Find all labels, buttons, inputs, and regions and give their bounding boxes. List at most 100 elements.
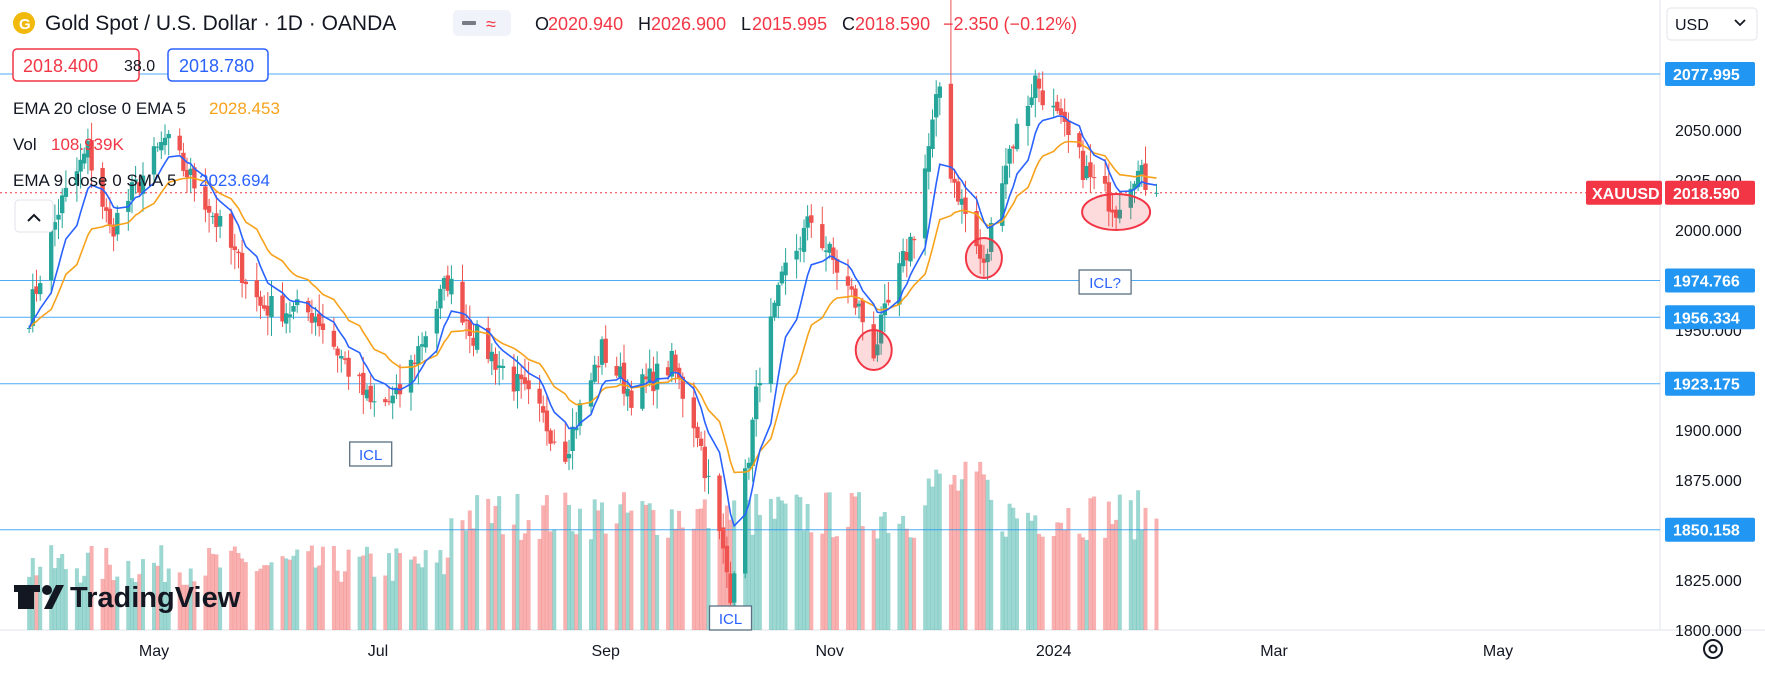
volume-bar bbox=[717, 494, 722, 630]
candle-body bbox=[82, 153, 87, 164]
candle-body bbox=[1055, 101, 1060, 111]
volume-bar bbox=[177, 572, 182, 630]
volume-bar bbox=[776, 496, 781, 630]
candle-body bbox=[577, 403, 583, 426]
candle-body bbox=[232, 246, 237, 251]
candle-body bbox=[827, 243, 832, 253]
candle-body bbox=[166, 133, 171, 139]
candle-body bbox=[724, 545, 730, 573]
volume-bar bbox=[548, 531, 553, 630]
candle-body bbox=[140, 175, 146, 194]
volume-bar bbox=[926, 478, 931, 630]
volume-bar bbox=[214, 554, 219, 630]
volume-bar bbox=[746, 499, 751, 630]
candle-body bbox=[129, 182, 135, 201]
candle-body bbox=[295, 299, 300, 306]
ema9-legend-value: 2023.694 bbox=[199, 171, 270, 190]
volume-bar bbox=[192, 581, 197, 630]
volume-bar bbox=[500, 534, 505, 630]
bid-box[interactable] bbox=[12, 48, 140, 82]
volume-bar bbox=[526, 520, 531, 630]
candle-body bbox=[544, 410, 550, 432]
volume-bar bbox=[544, 495, 549, 630]
candle-body bbox=[948, 83, 954, 179]
level-label-box bbox=[1665, 305, 1755, 330]
candle-body bbox=[262, 305, 267, 309]
settings-gear-icon[interactable] bbox=[1703, 639, 1723, 659]
volume-bar bbox=[934, 469, 939, 630]
candle-body bbox=[640, 374, 645, 409]
ema9-legend-label[interactable]: EMA 9 close 0 SMA 5 bbox=[13, 171, 176, 190]
candle-body bbox=[574, 427, 579, 431]
candle-body bbox=[1000, 183, 1005, 226]
volume-bar bbox=[163, 582, 167, 630]
candle-body bbox=[981, 258, 987, 263]
volume-bar bbox=[592, 499, 597, 630]
candle-body bbox=[702, 446, 707, 479]
candle-body bbox=[287, 314, 293, 317]
volume-bar bbox=[820, 533, 825, 630]
volume-bar bbox=[464, 530, 469, 630]
volume-bar bbox=[229, 550, 234, 630]
candle-body bbox=[445, 275, 450, 291]
volume-bar bbox=[1015, 518, 1019, 630]
currency-select[interactable] bbox=[1666, 7, 1758, 41]
x-axis-tick: May bbox=[139, 643, 169, 660]
volume-bar bbox=[317, 565, 322, 630]
volume-bar bbox=[1000, 531, 1005, 630]
volume-bar bbox=[963, 461, 968, 630]
volume-bar bbox=[622, 492, 626, 630]
volume-bar bbox=[875, 538, 880, 630]
candle-body bbox=[930, 119, 935, 149]
volume-bar bbox=[320, 546, 325, 630]
candle-body bbox=[159, 142, 164, 151]
volume-bar bbox=[34, 575, 39, 630]
ema20-line bbox=[28, 140, 1157, 474]
volume-bar bbox=[203, 575, 208, 630]
candle-body bbox=[412, 362, 417, 365]
candle-body bbox=[30, 289, 35, 326]
volume-bar bbox=[537, 538, 542, 630]
last-price-box bbox=[1665, 180, 1755, 205]
candle-body bbox=[1066, 120, 1071, 135]
volume-bar bbox=[655, 535, 660, 630]
candle-body bbox=[798, 248, 803, 250]
volume-bar bbox=[240, 558, 245, 630]
vol-legend-label[interactable]: Vol bbox=[13, 135, 37, 154]
volume-bar bbox=[912, 537, 917, 630]
symbol-title[interactable]: Gold Spot / U.S. Dollar · 1D · OANDA bbox=[45, 12, 396, 35]
volume-bar bbox=[846, 526, 850, 630]
candle-body bbox=[133, 179, 138, 182]
volume-bar bbox=[1026, 512, 1030, 630]
candle-body bbox=[309, 313, 315, 323]
candle-body bbox=[592, 364, 597, 382]
bid-price: 2018.400 bbox=[23, 56, 98, 76]
candle-body bbox=[673, 354, 678, 372]
ema20-legend-label[interactable]: EMA 20 close 0 EMA 5 bbox=[13, 99, 186, 118]
ask-box[interactable] bbox=[167, 48, 269, 82]
candle-body bbox=[214, 213, 219, 227]
candle-body bbox=[467, 319, 472, 336]
volume-bar bbox=[412, 556, 417, 630]
volume-bar bbox=[497, 496, 502, 630]
candle-body bbox=[566, 454, 572, 459]
candle-body bbox=[563, 441, 568, 462]
candle-body bbox=[1007, 148, 1012, 164]
candle-body bbox=[489, 351, 494, 362]
candle-body bbox=[1088, 162, 1093, 178]
candle-body bbox=[1106, 182, 1111, 212]
volume-bar bbox=[387, 553, 391, 630]
volume-bar bbox=[772, 518, 777, 630]
volume-bar bbox=[974, 471, 979, 630]
price-change: −2.350 (−0.12%) bbox=[943, 14, 1077, 34]
candle-body bbox=[346, 357, 351, 377]
volume-bar bbox=[243, 562, 248, 630]
ohlc-close-label: C bbox=[842, 14, 855, 34]
candle-body bbox=[228, 213, 234, 248]
candle-body bbox=[408, 359, 414, 393]
candle-body bbox=[952, 178, 957, 183]
interval-toggle-button[interactable] bbox=[453, 10, 511, 36]
volume-bar bbox=[409, 559, 413, 630]
